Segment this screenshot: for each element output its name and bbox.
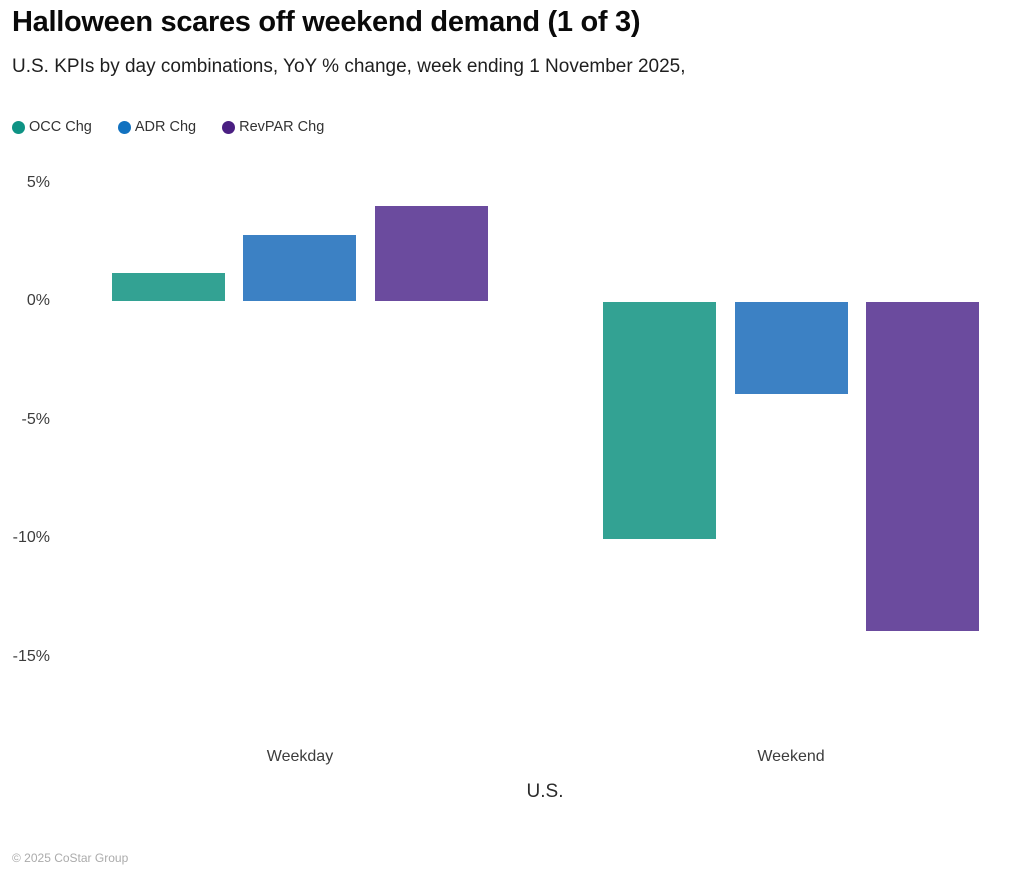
legend-dot-revpar-chg-icon: [222, 120, 236, 134]
x-category-label-weekday: Weekday: [266, 748, 334, 765]
legend-label-revpar-chg: RevPAR Chg: [239, 119, 325, 135]
legend-item-adr-chg: ADR Chg: [117, 119, 197, 135]
bar-weekday-revpar-chg: [375, 206, 488, 301]
legend-dot-occ-chg-icon: [12, 120, 25, 134]
legend-item-occ-chg: OCC Chg: [12, 119, 92, 135]
copyright-text: © 2025 CoStar Group: [12, 851, 129, 865]
y-tick-label: -10%: [12, 529, 50, 546]
bar-weekday-occ-chg: [112, 272, 225, 301]
x-category-label-weekend: Weekend: [757, 748, 825, 765]
bar-weekend-revpar-chg: [866, 302, 979, 632]
bar-weekend-adr-chg: [735, 302, 848, 395]
y-tick-label: 0%: [26, 292, 50, 309]
bar-weekend-occ-chg: [603, 302, 716, 539]
legend-item-revpar-chg: RevPAR Chg: [222, 119, 324, 135]
legend-dot-adr-chg-icon: [117, 120, 131, 134]
x-axis-title: U.S.: [526, 781, 564, 802]
bar-weekday-adr-chg: [243, 234, 356, 301]
y-tick-label: -15%: [12, 647, 50, 665]
legend-label-adr-chg: ADR Chg: [134, 119, 197, 135]
chart-subtitle: U.S. KPIs by day combinations, YoY % cha…: [12, 56, 686, 77]
legend-label-occ-chg: OCC Chg: [29, 119, 92, 135]
chart-title: Halloween scares off weekend demand (1 o…: [12, 6, 641, 38]
legend: OCC Chg ADR Chg RevPAR Chg: [12, 119, 324, 135]
y-tick-label: -5%: [21, 410, 50, 428]
y-tick-label: 5%: [26, 173, 50, 191]
